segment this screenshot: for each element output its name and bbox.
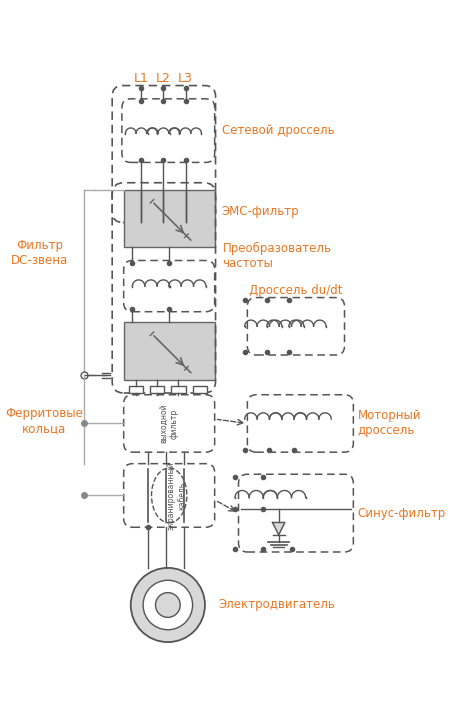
Bar xyxy=(124,190,215,247)
Text: Преобразователь
частоты: Преобразователь частоты xyxy=(223,242,332,271)
Bar xyxy=(193,386,207,393)
Bar xyxy=(124,322,215,380)
Text: выходной
фильтр: выходной фильтр xyxy=(159,404,179,443)
Bar xyxy=(150,386,164,393)
Text: Синус-фильтр: Синус-фильтр xyxy=(358,507,446,520)
Text: Фильтр
DC-звена: Фильтр DC-звена xyxy=(11,239,68,268)
Text: Ферритовые
кольца: Ферритовые кольца xyxy=(5,408,83,435)
Text: ЭМС-фильтр: ЭМС-фильтр xyxy=(222,205,299,219)
Circle shape xyxy=(143,580,193,630)
Bar xyxy=(129,386,143,393)
Text: экранированный
кабель: экранированный кабель xyxy=(166,462,186,530)
Circle shape xyxy=(131,568,205,642)
Polygon shape xyxy=(273,523,285,535)
Text: Дроссель du/dt: Дроссель du/dt xyxy=(249,284,343,297)
Text: L3: L3 xyxy=(178,72,193,85)
Text: Электродвигатель: Электродвигатель xyxy=(218,599,335,611)
Bar xyxy=(171,386,185,393)
Text: L2: L2 xyxy=(156,72,171,85)
Text: Моторный
дроссель: Моторный дроссель xyxy=(358,410,421,437)
Text: L1: L1 xyxy=(134,72,149,85)
Text: Сетевой дроссель: Сетевой дроссель xyxy=(222,124,334,137)
Circle shape xyxy=(156,593,180,618)
